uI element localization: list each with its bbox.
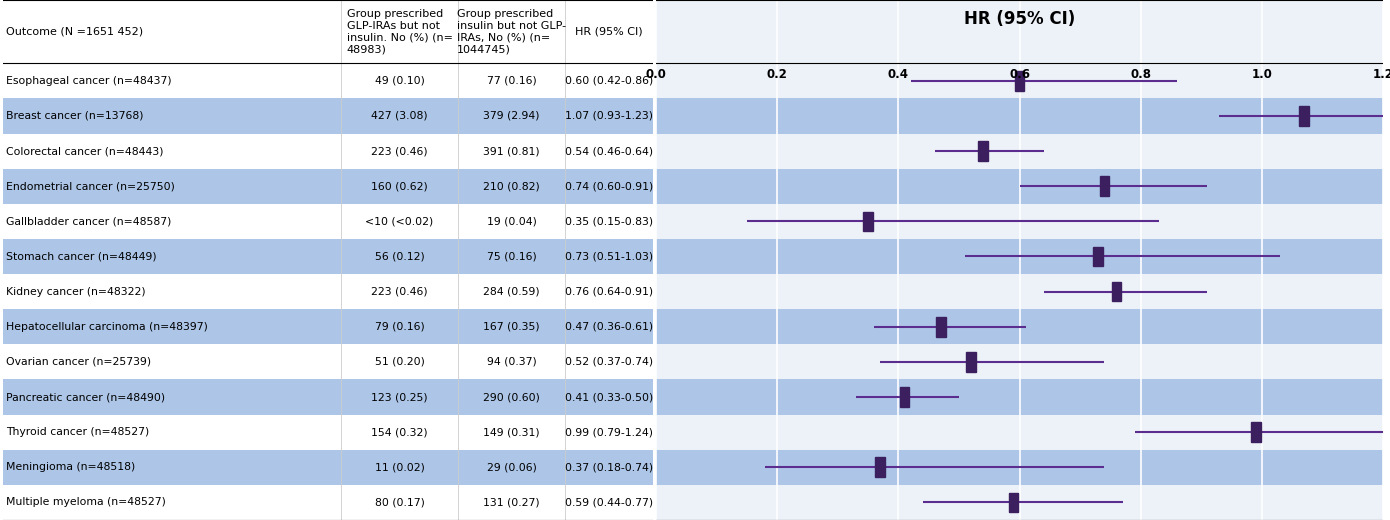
Bar [935,317,945,336]
Text: 80 (0.17): 80 (0.17) [375,498,424,508]
Text: Gallbladder cancer (n=48587): Gallbladder cancer (n=48587) [6,216,171,226]
Text: 160 (0.62): 160 (0.62) [371,181,428,191]
Text: Outcome (N =1651 452): Outcome (N =1651 452) [6,27,143,36]
Text: 0.74 (0.60-0.91): 0.74 (0.60-0.91) [564,181,653,191]
Text: 0.73 (0.51-1.03): 0.73 (0.51-1.03) [564,252,653,262]
Text: HR (95% CI): HR (95% CI) [963,10,1076,28]
Bar [656,98,1383,134]
Bar [1015,71,1024,90]
Bar [656,380,1383,414]
Text: Stomach cancer (n=48449): Stomach cancer (n=48449) [6,252,157,262]
Text: 0.99 (0.79-1.24): 0.99 (0.79-1.24) [566,427,653,437]
Bar [656,168,1383,204]
Text: 79 (0.16): 79 (0.16) [375,322,424,332]
Text: 1.0: 1.0 [1251,69,1272,82]
Text: Colorectal cancer (n=48443): Colorectal cancer (n=48443) [6,146,164,156]
Text: 0.60 (0.42-0.86): 0.60 (0.42-0.86) [564,76,653,86]
Text: Group prescribed
insulin but not GLP-
IRAs, No (%) (n=
1044745): Group prescribed insulin but not GLP- IR… [457,9,566,54]
Text: 56 (0.12): 56 (0.12) [375,252,424,262]
Bar [1094,246,1104,266]
Bar [899,387,909,407]
Bar [1251,422,1261,442]
Bar [3,450,653,485]
Text: Endometrial cancer (n=25750): Endometrial cancer (n=25750) [6,181,175,191]
Text: 0.52 (0.37-0.74): 0.52 (0.37-0.74) [564,357,653,367]
Bar [1112,282,1122,302]
Text: Multiple myeloma (n=48527): Multiple myeloma (n=48527) [6,498,165,508]
Text: 94 (0.37): 94 (0.37) [486,357,537,367]
Text: 0.4: 0.4 [888,69,909,82]
Text: 0.59 (0.44-0.77): 0.59 (0.44-0.77) [564,498,653,508]
Text: Esophageal cancer (n=48437): Esophageal cancer (n=48437) [6,76,171,86]
Text: Kidney cancer (n=48322): Kidney cancer (n=48322) [6,287,146,296]
Text: 49 (0.10): 49 (0.10) [375,76,424,86]
Text: 379 (2.94): 379 (2.94) [484,111,539,121]
Text: 0.76 (0.64-0.91): 0.76 (0.64-0.91) [564,287,653,296]
Bar [876,458,885,477]
Text: Thyroid cancer (n=48527): Thyroid cancer (n=48527) [6,427,149,437]
Bar [1099,176,1109,196]
Bar [656,450,1383,485]
Text: 1.07 (0.93-1.23): 1.07 (0.93-1.23) [566,111,653,121]
Bar [1009,492,1019,512]
Bar [3,239,653,274]
Text: 1.2: 1.2 [1372,69,1390,82]
Text: 167 (0.35): 167 (0.35) [484,322,539,332]
Text: Meningioma (n=48518): Meningioma (n=48518) [6,462,135,472]
Text: 77 (0.16): 77 (0.16) [486,76,537,86]
Text: 0.8: 0.8 [1130,69,1151,82]
Text: 0.2: 0.2 [767,69,788,82]
Text: 131 (0.27): 131 (0.27) [484,498,539,508]
Text: 210 (0.82): 210 (0.82) [484,181,539,191]
Text: 75 (0.16): 75 (0.16) [486,252,537,262]
Text: 223 (0.46): 223 (0.46) [371,287,428,296]
Text: 290 (0.60): 290 (0.60) [484,392,539,402]
Bar [656,309,1383,344]
Bar [979,141,988,161]
Text: 0.37 (0.18-0.74): 0.37 (0.18-0.74) [564,462,653,472]
Text: Ovarian cancer (n=25739): Ovarian cancer (n=25739) [6,357,152,367]
Text: Hepatocellular carcinoma (n=48397): Hepatocellular carcinoma (n=48397) [6,322,208,332]
Text: 149 (0.31): 149 (0.31) [484,427,539,437]
Text: 0.6: 0.6 [1009,69,1030,82]
Bar [863,212,873,231]
Text: 19 (0.04): 19 (0.04) [486,216,537,226]
Text: Breast cancer (n=13768): Breast cancer (n=13768) [6,111,143,121]
Bar [656,239,1383,274]
Text: 0.35 (0.15-0.83): 0.35 (0.15-0.83) [564,216,653,226]
Text: <10 (<0.02): <10 (<0.02) [366,216,434,226]
Bar [3,309,653,344]
Bar [966,352,976,372]
Text: 51 (0.20): 51 (0.20) [375,357,424,367]
Text: 123 (0.25): 123 (0.25) [371,392,428,402]
Text: 0.0: 0.0 [645,69,667,82]
Text: Pancreatic cancer (n=48490): Pancreatic cancer (n=48490) [6,392,165,402]
Text: 284 (0.59): 284 (0.59) [484,287,539,296]
Bar [3,98,653,134]
Text: 154 (0.32): 154 (0.32) [371,427,428,437]
Bar [3,380,653,414]
Text: 223 (0.46): 223 (0.46) [371,146,428,156]
Bar [3,168,653,204]
Text: 391 (0.81): 391 (0.81) [484,146,539,156]
Text: 427 (3.08): 427 (3.08) [371,111,428,121]
Text: 0.41 (0.33-0.50): 0.41 (0.33-0.50) [564,392,653,402]
Bar [1300,106,1309,126]
Text: 0.47 (0.36-0.61): 0.47 (0.36-0.61) [564,322,653,332]
Text: 29 (0.06): 29 (0.06) [486,462,537,472]
Text: 11 (0.02): 11 (0.02) [375,462,424,472]
Text: 0.54 (0.46-0.64): 0.54 (0.46-0.64) [564,146,653,156]
Text: Group prescribed
GLP-IRAs but not
insulin. No (%) (n=
48983): Group prescribed GLP-IRAs but not insuli… [346,9,453,54]
Text: HR (95% CI): HR (95% CI) [575,27,644,36]
